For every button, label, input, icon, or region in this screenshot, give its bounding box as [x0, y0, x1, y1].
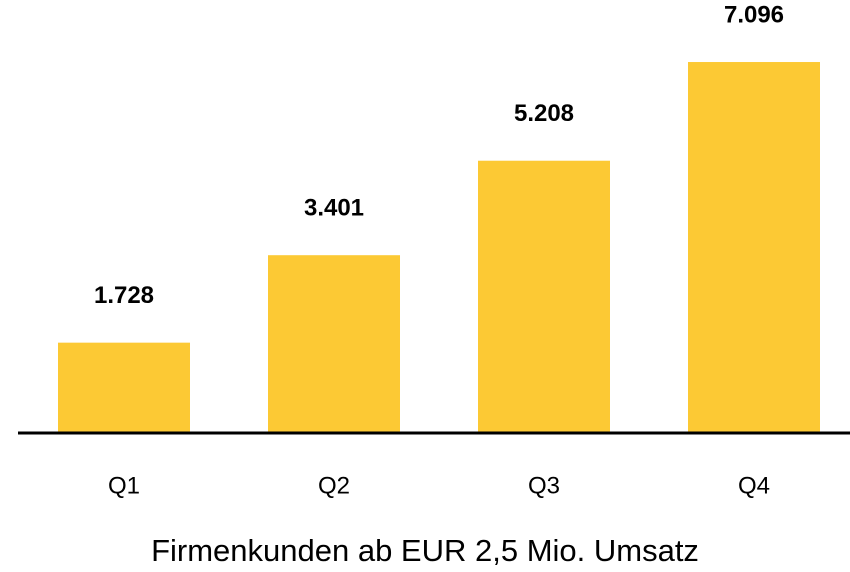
x-tick-label: Q4 — [738, 472, 770, 499]
bar — [478, 160, 610, 433]
x-tick-label: Q3 — [528, 472, 560, 499]
value-label: 1.728 — [94, 282, 154, 309]
bar — [688, 62, 820, 433]
x-tick-label: Q2 — [318, 472, 350, 499]
x-tick-label: Q1 — [108, 472, 140, 499]
value-label: 7.096 — [724, 1, 784, 28]
value-label: 5.208 — [514, 100, 574, 127]
bar — [268, 255, 400, 433]
bar — [58, 342, 190, 433]
value-label: 3.401 — [304, 195, 364, 222]
x-axis-label: Firmenkunden ab EUR 2,5 Mio. Umsatz — [151, 533, 699, 568]
